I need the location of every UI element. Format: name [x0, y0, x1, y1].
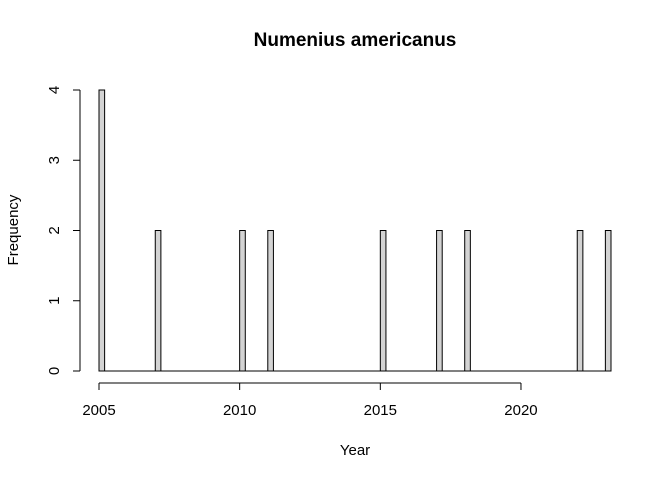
y-tick-label: 2	[46, 226, 63, 234]
bar	[464, 230, 471, 372]
bar	[154, 230, 162, 372]
bar	[379, 230, 387, 372]
bar	[239, 230, 246, 372]
x-tick-label: 2005	[82, 402, 115, 419]
x-tick-label: 2015	[364, 402, 397, 419]
y-tick-label: 3	[46, 156, 63, 164]
y-tick-label: 4	[46, 86, 63, 94]
bar	[604, 230, 612, 372]
x-tick-label: 2010	[223, 402, 256, 419]
x-tick-label: 2020	[504, 402, 537, 419]
bar	[98, 89, 106, 372]
y-tick-label: 0	[46, 367, 63, 375]
chart-title: Numenius americanus	[254, 30, 457, 51]
x-axis: 2005 2010 2015 2020	[82, 382, 538, 419]
y-tick-label: 1	[46, 297, 63, 305]
bar	[436, 230, 443, 372]
bars-group	[98, 89, 612, 372]
x-axis-label: Year	[340, 442, 370, 459]
y-axis-label: Frequency	[5, 194, 22, 265]
y-axis: 0 1 2 3 4	[46, 86, 81, 375]
bar	[576, 230, 584, 372]
bar	[267, 230, 274, 372]
